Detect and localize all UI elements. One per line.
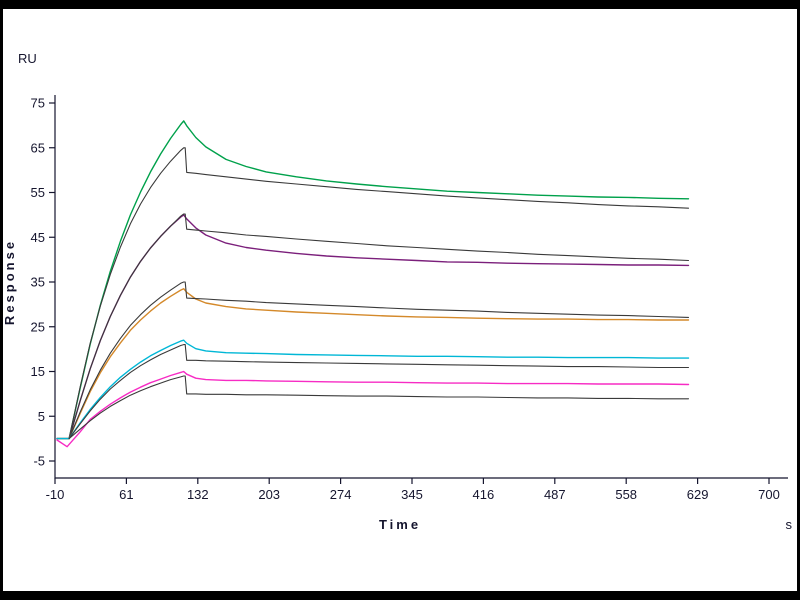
- series-layer: [56, 120, 690, 448]
- x-tick-label: -10: [46, 487, 65, 502]
- x-tick-label: 558: [615, 487, 637, 502]
- y-tick-label: 35: [31, 275, 45, 290]
- y-tick-label: 5: [38, 409, 45, 424]
- series-5-fit-line: [68, 375, 690, 440]
- series-2-fit-line: [68, 213, 690, 440]
- y-tick-label: 65: [31, 140, 45, 155]
- x-tick-label: 132: [187, 487, 209, 502]
- x-tick-label: 274: [330, 487, 352, 502]
- series-3-fit-line: [68, 281, 690, 440]
- x-axis-title: Time: [379, 517, 421, 532]
- y-tick-label: 75: [31, 96, 45, 111]
- x-tick-label: 416: [473, 487, 495, 502]
- series-5-measured-line: [56, 370, 690, 448]
- plot-background: [3, 9, 797, 591]
- series-3-measured-line: [56, 288, 690, 440]
- series-4-measured-line: [56, 339, 690, 440]
- x-axis-unit-label: s: [786, 517, 793, 532]
- y-axis-title: Response: [2, 239, 17, 325]
- y-tick-label: 15: [31, 364, 45, 379]
- x-tick-label: 487: [544, 487, 566, 502]
- y-tick-label: 25: [31, 319, 45, 334]
- series-2-measured-line: [56, 214, 690, 440]
- series-1-measured-line: [56, 120, 690, 440]
- y-tick-label: -5: [33, 454, 45, 469]
- x-tick-label: 203: [258, 487, 280, 502]
- y-tick-label: 45: [31, 230, 45, 245]
- series-4-fit-line: [68, 344, 690, 440]
- x-tick-label: 345: [401, 487, 423, 502]
- series-1-fit-line: [68, 147, 690, 440]
- x-tick-label: 629: [687, 487, 709, 502]
- x-tick-label: 61: [119, 487, 133, 502]
- axes-layer: -5 5 15 25 35 45 55 65 75 -10 61 132 203 274 345 416 487…: [31, 95, 788, 502]
- x-tick-label: 700: [758, 487, 780, 502]
- axis-lines: [54, 95, 788, 479]
- y-axis-unit-label: RU: [18, 51, 37, 66]
- y-tick-label: 55: [31, 185, 45, 200]
